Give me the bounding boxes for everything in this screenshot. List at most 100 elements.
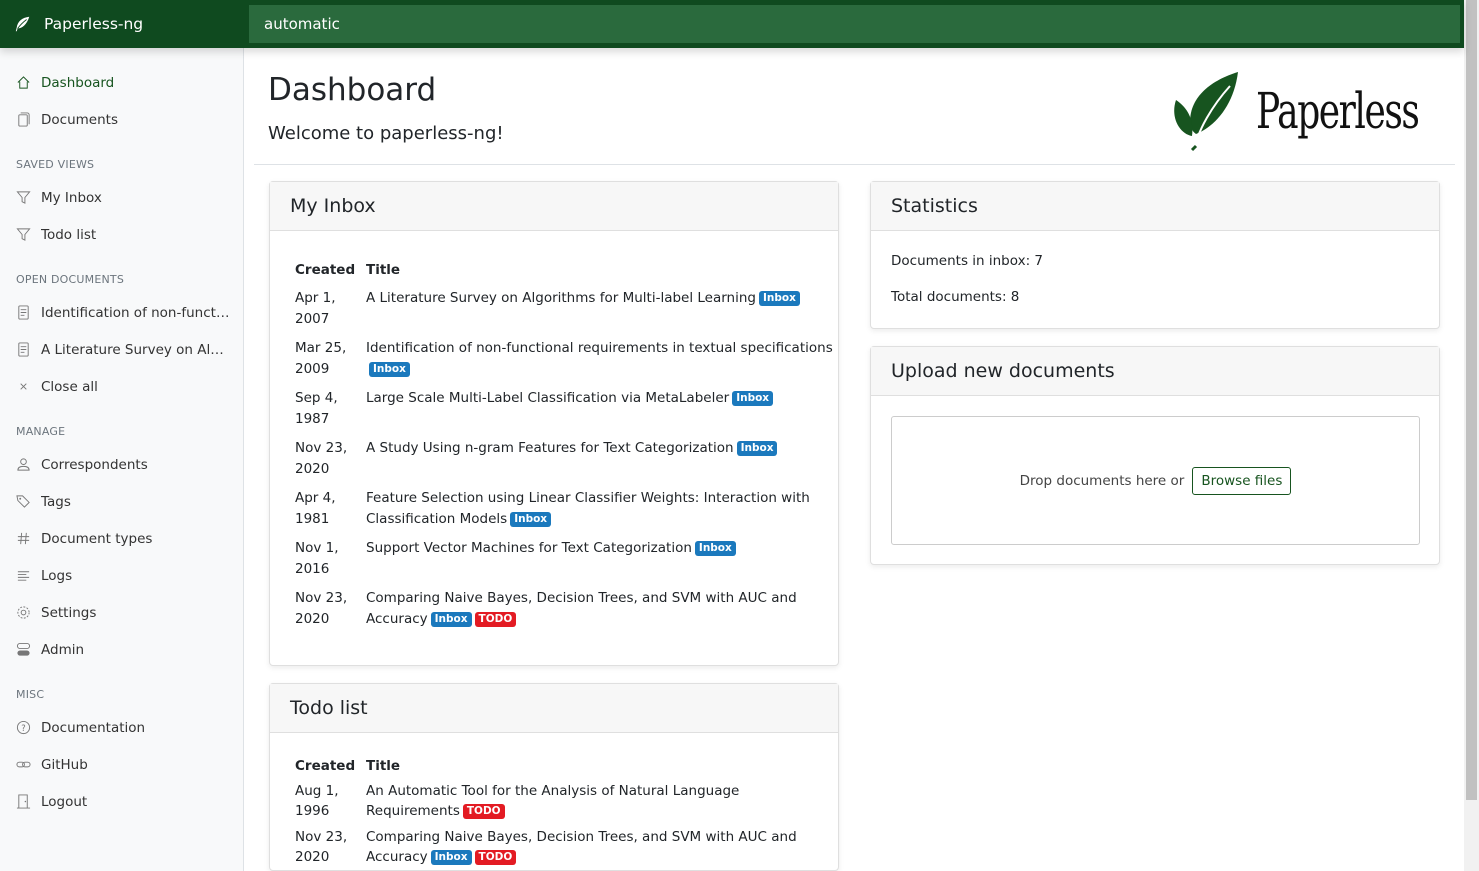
table-row[interactable]: Aug 1, 1996 An Automatic Tool for the Ana… xyxy=(290,779,838,825)
created-date: Nov 23, 2020 xyxy=(295,829,348,865)
documents-in-inbox: Documents in inbox: 7 xyxy=(891,253,1044,269)
sidebar-item-documentation[interactable]: ? Documentation xyxy=(0,709,243,746)
document-title-link[interactable]: Large Scale Multi-Label Classification v… xyxy=(366,390,730,406)
sidebar-item-correspondents[interactable]: Correspondents xyxy=(0,446,243,483)
tag-badge[interactable]: Inbox xyxy=(510,512,552,527)
text-left-icon xyxy=(16,568,31,583)
sidebar-item-label: Documentation xyxy=(41,719,146,736)
document-title-link[interactable]: Identification of non-functional require… xyxy=(366,340,833,356)
col-created: Created xyxy=(295,262,356,278)
sidebar-item-label: Logout xyxy=(41,793,88,810)
toggles-icon xyxy=(16,642,31,657)
sidebar-item-github[interactable]: GitHub xyxy=(0,746,243,783)
gear-icon xyxy=(16,605,31,620)
drop-zone[interactable]: Drop documents here or Browse files xyxy=(891,416,1420,545)
document-title-link[interactable]: An Automatic Tool for the Analysis of Na… xyxy=(366,783,740,819)
sidebar-item-dashboard[interactable]: Dashboard xyxy=(0,64,243,101)
upload-card: Upload new documents Drop documents here… xyxy=(870,346,1440,565)
document-title-cell: A Study Using n-gram Features for Text C… xyxy=(361,435,838,485)
divider xyxy=(254,164,1455,165)
table-row[interactable]: Apr 1, 2007 A Literature Survey on Algori… xyxy=(290,285,838,335)
tag-badge[interactable]: Inbox xyxy=(430,612,472,627)
top-navbar: Paperless-ng xyxy=(0,0,1464,48)
document-title-link[interactable]: Comparing Naive Bayes, Decision Trees, a… xyxy=(366,829,797,865)
tag-badge[interactable]: TODO xyxy=(474,850,517,865)
question-circle-icon: ? xyxy=(16,720,31,735)
person-icon xyxy=(16,457,31,472)
sidebar-item-todo-list[interactable]: Todo list xyxy=(0,216,243,253)
table-row[interactable]: Nov 23, 2020 Comparing Naive Bayes, Decis… xyxy=(290,825,838,871)
tag-badge[interactable]: TODO xyxy=(462,804,505,819)
todo-table: Created Title Aug 1, 1996 An Automatic Tool… xyxy=(290,753,838,871)
sidebar-item-label: Admin xyxy=(41,641,85,658)
col-created: Created xyxy=(295,758,356,774)
document-title-cell: Large Scale Multi-Label Classification v… xyxy=(361,385,838,435)
sidebar-item-document-types[interactable]: Document types xyxy=(0,520,243,557)
sidebar-item-label: Correspondents xyxy=(41,456,148,473)
created-date: Sep 4, 1987 xyxy=(295,390,338,427)
document-title-cell: A Literature Survey on Algorithms for Mu… xyxy=(361,285,838,335)
upload-card-title: Upload new documents xyxy=(871,347,1439,396)
todo-card-title: Todo list xyxy=(270,684,838,733)
sidebar-item-documents[interactable]: Documents xyxy=(0,101,243,138)
inbox-card: My Inbox Created Title Apr 1, 2007 A Litera… xyxy=(269,181,839,666)
tag-badge[interactable]: Inbox xyxy=(694,541,736,556)
document-title-cell: Identification of non-functional require… xyxy=(361,335,838,385)
table-row[interactable]: Sep 4, 1987 Large Scale Multi-Label Class… xyxy=(290,385,838,435)
tags-icon xyxy=(16,494,31,509)
document-title-link[interactable]: A Study Using n-gram Features for Text C… xyxy=(366,440,734,456)
tag-badge[interactable]: Inbox xyxy=(732,391,774,406)
tag-badge[interactable]: TODO xyxy=(474,612,517,627)
document-title-link[interactable]: A Literature Survey on Algorithms for Mu… xyxy=(366,290,756,306)
created-date: Mar 25, 2009 xyxy=(295,340,347,377)
sidebar: Dashboard Documents Saved views My Inbox Tod… xyxy=(0,48,244,871)
sidebar-item-logs[interactable]: Logs xyxy=(0,557,243,594)
svg-text:?: ? xyxy=(21,723,25,733)
app-name: Paperless-ng xyxy=(44,15,144,33)
search-input[interactable] xyxy=(249,5,1460,43)
paperless-logo: Paperless xyxy=(1172,70,1479,152)
tag-badge[interactable]: Inbox xyxy=(759,291,800,306)
welcome-text: Welcome to paperless-ng! xyxy=(268,123,504,144)
document-title-link[interactable]: Support Vector Machines for Text Categor… xyxy=(366,540,692,556)
sidebar-item-logout[interactable]: Logout xyxy=(0,783,243,820)
sidebar-item-admin[interactable]: Admin xyxy=(0,631,243,668)
todo-card: Todo list Created Title Aug 1, 1996 An Auto… xyxy=(269,683,839,871)
created-date: Nov 23, 2020 xyxy=(295,590,348,627)
table-row[interactable]: Nov 23, 2020 Comparing Naive Bayes, Decis… xyxy=(290,585,838,635)
drop-text: Drop documents here or xyxy=(1019,472,1185,489)
inbox-table: Created Title Apr 1, 2007 A Literature Surv… xyxy=(290,255,838,635)
document-title-cell: An Automatic Tool for the Analysis of Na… xyxy=(361,779,838,825)
tag-badge[interactable]: Inbox xyxy=(736,441,778,456)
door-icon xyxy=(16,794,31,809)
table-row[interactable]: Mar 25, 2009 Identification of non-functi… xyxy=(290,335,838,385)
sidebar-item-tags[interactable]: Tags xyxy=(0,483,243,520)
sidebar-item-label: Todo list xyxy=(41,226,97,243)
sidebar-section-heading: Manage xyxy=(16,425,66,438)
sidebar-section-heading: Misc xyxy=(16,688,45,701)
brand[interactable]: Paperless-ng xyxy=(14,0,244,48)
document-title-link[interactable]: Comparing Naive Bayes, Decision Trees, a… xyxy=(366,590,797,627)
sidebar-item-label: Logs xyxy=(41,567,73,584)
sidebar-item-label: GitHub xyxy=(41,756,88,773)
sidebar-item-close-all[interactable]: Close all xyxy=(0,368,243,405)
table-row[interactable]: Apr 4, 1981 Feature Selection using Linea… xyxy=(290,485,838,535)
sidebar-item-identification-of-non-function[interactable]: Identification of non-functional require… xyxy=(0,294,243,331)
sidebar-item-label: My Inbox xyxy=(41,189,102,206)
sidebar-item-my-inbox[interactable]: My Inbox xyxy=(0,179,243,216)
sidebar-item-settings[interactable]: Settings xyxy=(0,594,243,631)
browse-files-button[interactable]: Browse files xyxy=(1192,466,1292,495)
document-title-link[interactable]: Feature Selection using Linear Classifie… xyxy=(366,490,810,527)
scrollbar-thumb[interactable] xyxy=(1466,0,1477,800)
sidebar-item-label: Settings xyxy=(41,604,97,621)
table-row[interactable]: Nov 1, 2016 Support Vector Machines for T… xyxy=(290,535,838,585)
tag-badge[interactable]: Inbox xyxy=(430,850,472,865)
sidebar-item-label: Documents xyxy=(41,111,118,128)
col-title: Title xyxy=(366,262,401,278)
sidebar-item-label: Close all xyxy=(41,378,98,395)
table-row[interactable]: Nov 23, 2020 A Study Using n-gram Feature… xyxy=(290,435,838,485)
sidebar-section-heading: Open documents xyxy=(16,273,124,286)
tag-badge[interactable]: Inbox xyxy=(369,362,410,377)
page-title: Dashboard xyxy=(268,72,437,108)
sidebar-item-a-literature-survey-on-algorit[interactable]: A Literature Survey on Algorithms for Mu… xyxy=(0,331,243,368)
